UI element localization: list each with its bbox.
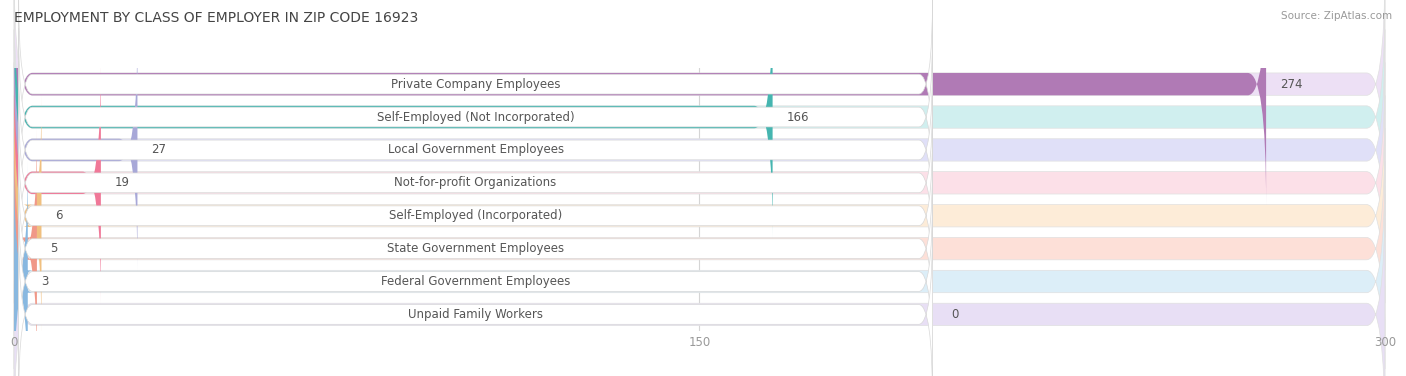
Text: 0: 0 — [950, 308, 957, 321]
Text: Self-Employed (Not Incorporated): Self-Employed (Not Incorporated) — [377, 111, 575, 124]
Text: 274: 274 — [1279, 77, 1302, 91]
Text: Self-Employed (Incorporated): Self-Employed (Incorporated) — [389, 209, 562, 222]
FancyBboxPatch shape — [10, 161, 32, 376]
Text: Not-for-profit Organizations: Not-for-profit Organizations — [395, 176, 557, 190]
FancyBboxPatch shape — [18, 94, 932, 271]
FancyBboxPatch shape — [14, 161, 1385, 376]
FancyBboxPatch shape — [14, 0, 1267, 205]
FancyBboxPatch shape — [18, 61, 932, 239]
FancyBboxPatch shape — [14, 96, 42, 336]
FancyBboxPatch shape — [14, 128, 37, 369]
Text: 19: 19 — [115, 176, 129, 190]
FancyBboxPatch shape — [14, 96, 1385, 336]
FancyBboxPatch shape — [18, 127, 932, 305]
FancyBboxPatch shape — [14, 0, 1385, 205]
FancyBboxPatch shape — [14, 30, 138, 270]
FancyBboxPatch shape — [18, 226, 932, 376]
Text: Source: ZipAtlas.com: Source: ZipAtlas.com — [1281, 11, 1392, 21]
Text: Local Government Employees: Local Government Employees — [388, 143, 564, 156]
FancyBboxPatch shape — [18, 160, 932, 338]
Text: 6: 6 — [55, 209, 63, 222]
Text: Private Company Employees: Private Company Employees — [391, 77, 561, 91]
Text: Unpaid Family Workers: Unpaid Family Workers — [408, 308, 543, 321]
FancyBboxPatch shape — [14, 62, 101, 303]
FancyBboxPatch shape — [14, 30, 1385, 270]
Text: 5: 5 — [51, 242, 58, 255]
FancyBboxPatch shape — [14, 194, 1385, 376]
FancyBboxPatch shape — [18, 193, 932, 370]
FancyBboxPatch shape — [14, 0, 1385, 238]
FancyBboxPatch shape — [14, 128, 1385, 369]
Text: EMPLOYMENT BY CLASS OF EMPLOYER IN ZIP CODE 16923: EMPLOYMENT BY CLASS OF EMPLOYER IN ZIP C… — [14, 11, 419, 25]
FancyBboxPatch shape — [14, 62, 1385, 303]
Text: State Government Employees: State Government Employees — [387, 242, 564, 255]
Text: 166: 166 — [786, 111, 808, 124]
Text: 3: 3 — [42, 275, 49, 288]
FancyBboxPatch shape — [18, 0, 932, 173]
FancyBboxPatch shape — [14, 0, 773, 238]
Text: Federal Government Employees: Federal Government Employees — [381, 275, 571, 288]
FancyBboxPatch shape — [18, 28, 932, 206]
Text: 27: 27 — [152, 143, 166, 156]
